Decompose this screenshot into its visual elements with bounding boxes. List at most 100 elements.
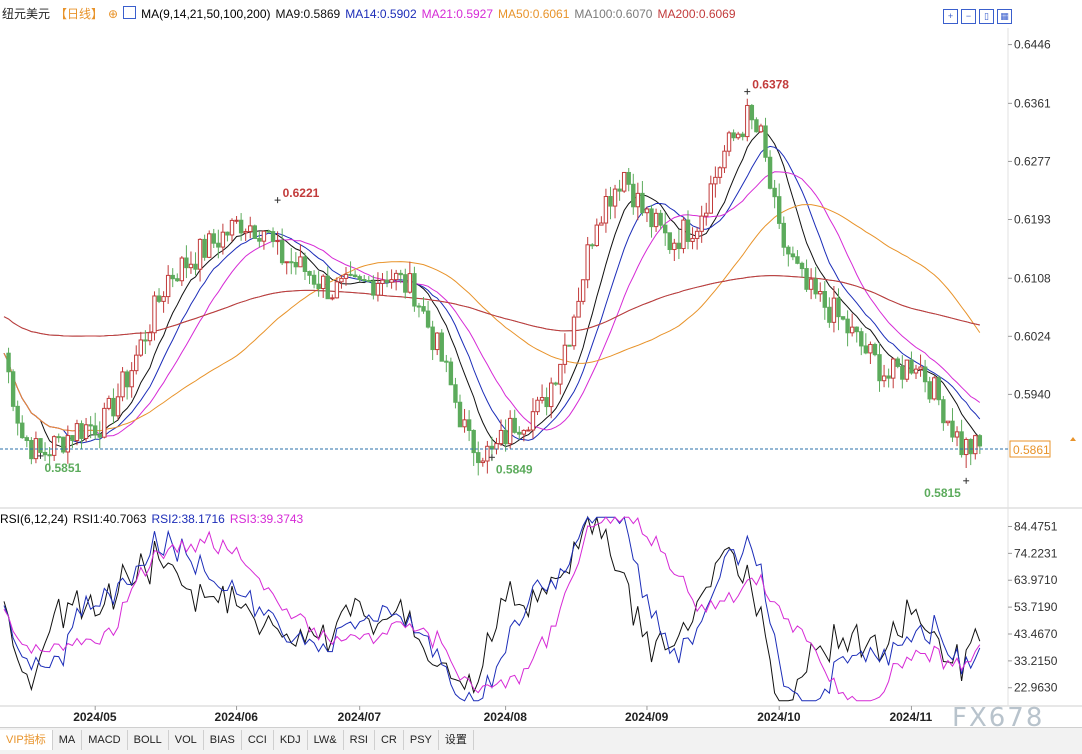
candle-body <box>808 278 814 290</box>
candle-body <box>635 192 641 208</box>
candle-body <box>93 425 98 435</box>
candle-body <box>238 219 244 234</box>
tab-10[interactable]: CR <box>375 730 404 750</box>
candle-body <box>42 451 48 456</box>
candle-body <box>480 460 486 464</box>
candle-body <box>343 273 349 279</box>
candle-body <box>207 233 212 258</box>
candle-body <box>631 183 636 208</box>
tab-9[interactable]: RSI <box>344 730 375 750</box>
zoom-out-icon[interactable]: − <box>961 9 976 24</box>
tab-12[interactable]: 设置 <box>439 730 474 750</box>
rsi-tick-2: 63.9710 <box>1014 573 1058 587</box>
candle-body <box>868 343 873 354</box>
candle-body <box>330 297 335 300</box>
candle-body <box>963 438 969 456</box>
candle-body <box>193 263 198 270</box>
candle-body <box>316 283 321 290</box>
candle-body <box>767 156 773 189</box>
candle-body <box>24 437 30 442</box>
annotation-label-0: 0.5851 <box>44 461 81 475</box>
candle-body <box>881 375 887 382</box>
candle-body <box>389 279 394 283</box>
candle-body <box>717 167 723 178</box>
candle-body <box>790 253 796 258</box>
candle-body <box>713 176 718 185</box>
tab-5[interactable]: BIAS <box>204 730 242 750</box>
candle-body <box>302 256 308 272</box>
candle-body <box>740 133 745 138</box>
zoom-in-icon[interactable]: + <box>943 9 958 24</box>
candle-body <box>129 370 134 388</box>
date-label-6: 2024/11 <box>889 710 932 724</box>
price-tick-0: 0.6446 <box>1014 38 1051 52</box>
rsi-title: RSI(6,12,24) <box>0 512 69 526</box>
tab-3[interactable]: BOLL <box>128 730 169 750</box>
candle-body <box>977 435 983 447</box>
tab-7[interactable]: KDJ <box>274 730 308 750</box>
moving-average-lines <box>3 130 981 448</box>
candle-body <box>161 296 166 302</box>
candle-body <box>134 354 139 372</box>
candle-body <box>476 452 481 464</box>
candle-body <box>576 300 581 318</box>
axis-labels: 0.6446 0.6361 0.6277 0.6193 0.6108 0.6024 0.59… <box>73 38 1058 724</box>
candle-body <box>772 187 777 198</box>
candle-body <box>229 219 235 236</box>
candle-body <box>384 279 390 283</box>
candle-body <box>47 454 52 457</box>
date-label-3: 2024/08 <box>484 710 528 724</box>
candle-body <box>722 150 727 169</box>
candle-body <box>571 316 577 347</box>
candle-body <box>512 417 517 433</box>
rsi-line-rsi3 <box>3 516 981 702</box>
candle-body <box>617 188 622 192</box>
rsi-tick-0: 84.4751 <box>1014 519 1058 533</box>
candle-body <box>745 104 750 138</box>
candle-body <box>891 358 896 379</box>
tab-11[interactable]: PSY <box>404 730 439 750</box>
candle-body <box>485 445 490 462</box>
candle-body <box>726 132 732 152</box>
candle-body <box>667 232 672 251</box>
candle-body <box>375 283 381 296</box>
indicator-icon[interactable] <box>123 6 137 19</box>
candle-body <box>877 354 882 382</box>
candle-body <box>795 256 800 264</box>
tab-6[interactable]: CCI <box>242 730 274 750</box>
price-tick-6: 0.5940 <box>1014 387 1051 401</box>
add-symbol-icon[interactable]: ⊕ <box>108 7 119 21</box>
price-tick-2: 0.6277 <box>1014 154 1051 168</box>
ma-values: MA9:0.5869 MA14:0.5902 MA21:0.5927 MA50:0.6… <box>276 7 741 21</box>
candle-body <box>840 316 846 320</box>
candle-body <box>444 360 449 363</box>
tab-2[interactable]: MACD <box>82 730 128 750</box>
candle-body <box>699 215 704 232</box>
tab-0[interactable]: VIP指标 <box>0 730 53 750</box>
candle-body <box>216 242 221 248</box>
candle-body <box>234 219 239 222</box>
candle-body <box>644 208 650 214</box>
chart-type-icon[interactable]: ▦ <box>997 9 1012 24</box>
candle-body <box>530 411 536 431</box>
tab-1[interactable]: MA <box>53 730 83 750</box>
current-price-marker: 0.5861 <box>0 437 1076 458</box>
candle-body <box>694 230 700 239</box>
tab-8[interactable]: LW& <box>308 730 344 750</box>
candle-body <box>352 274 358 278</box>
candle-body <box>170 274 175 280</box>
candle-body <box>845 318 850 334</box>
tab-4[interactable]: VOL <box>169 730 204 750</box>
candle-body <box>758 125 764 133</box>
candle-body <box>535 399 540 413</box>
rsi-values: RSI1:40.7063 RSI2:38.1716 RSI3:39.3743 <box>73 512 308 526</box>
candle-body <box>138 339 144 356</box>
fit-icon[interactable]: ▯ <box>979 9 994 24</box>
candle-body <box>954 431 960 438</box>
candle-body <box>886 375 891 379</box>
candle-body <box>339 277 344 283</box>
period-label[interactable]: 【日线】 <box>55 7 104 21</box>
candle-body <box>202 238 207 258</box>
candle-body <box>284 261 289 264</box>
